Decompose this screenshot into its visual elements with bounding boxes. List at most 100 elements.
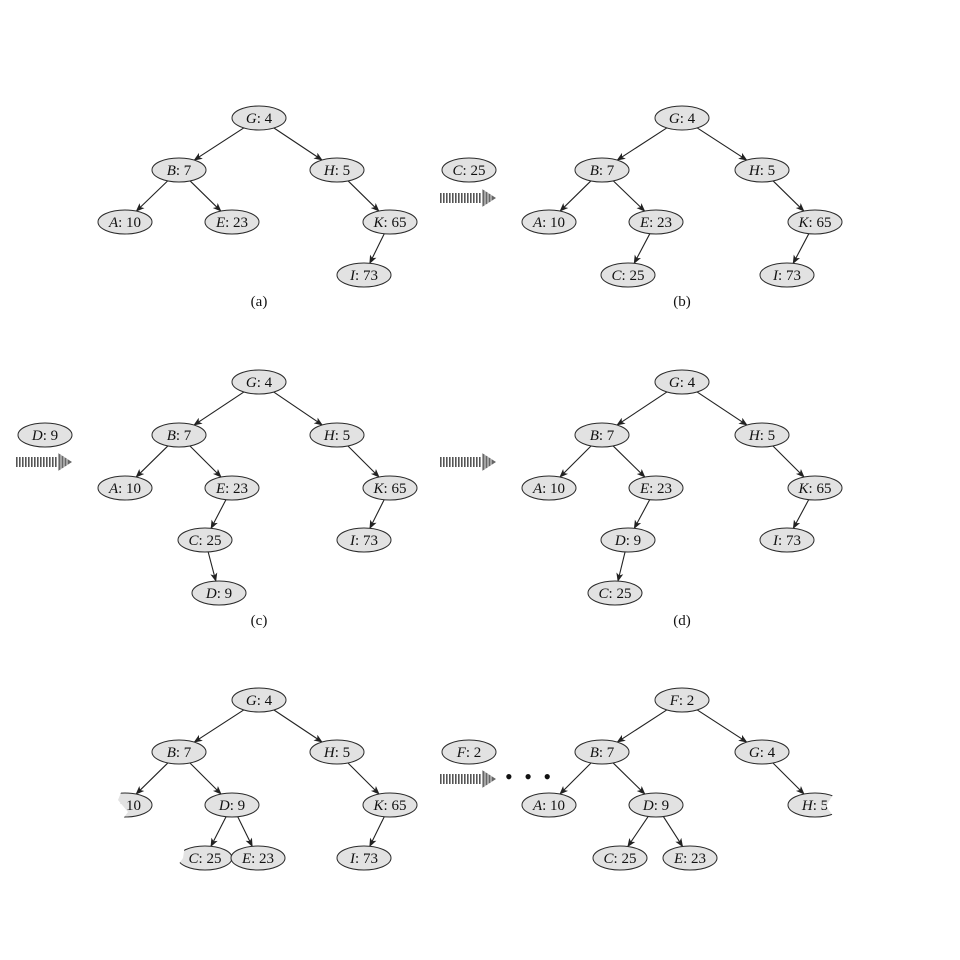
edge-f-D-C [627,816,649,848]
node-f-D: D: 9 [628,792,684,818]
node-c-D-ellipse [191,580,247,606]
node-b-I-label: I: 73 [772,268,801,284]
node-a-E-ellipse [204,209,260,235]
edge-d-E-D [633,499,651,530]
node-c-B-label: B: 7 [167,428,192,444]
node-b-A-label: A: 10 [532,215,565,231]
node-b-H-label: H: 5 [748,163,775,179]
node-e-I-ellipse [336,845,392,871]
edge-e-B-A [135,762,169,795]
node-f-A-label: A: 10 [532,798,565,814]
node-b-C: C: 25 [600,262,656,288]
node-d-K: K: 65 [787,475,843,501]
node-d-E-ellipse [628,475,684,501]
node-e-G-label: G: 4 [246,693,273,709]
node-e-E-label: E: 23 [241,851,274,867]
node-b-C-ellipse [600,262,656,288]
node-a-B-ellipse [151,157,207,183]
node-b-E: E: 23 [628,209,684,235]
node-a-K-label: K: 65 [373,215,407,231]
node-f-A: A: 10 [521,792,577,818]
caption-c: (c) [251,613,268,629]
node-d-C-label: C: 25 [599,586,632,602]
insert-key-f-label: F: 2 [456,745,482,761]
node-e-K-label: K: 65 [373,798,407,814]
node-c-G-label: G: 4 [246,375,273,391]
edge-f-B-D [612,762,646,795]
node-b-E-label: E: 23 [639,215,672,231]
node-a-G: G: 4 [231,105,287,131]
insert-key-c-ellipse [17,422,73,448]
node-f-G-label: G: 4 [749,745,776,761]
node-b-G: G: 4 [654,105,710,131]
edge-c-C-D [207,551,218,582]
node-a-K: K: 65 [362,209,418,235]
node-d-G-label: G: 4 [669,375,696,391]
insert-key-f-ellipse [441,739,497,765]
node-a-H: H: 5 [309,157,365,183]
edge-f-D-E [662,816,684,848]
edge-d-K-I [792,499,810,530]
node-c-H: H: 5 [309,422,365,448]
node-a-E-label: E: 23 [215,215,248,231]
insert-key-f: F: 2 [441,739,497,765]
node-e-D: D: 9 [204,792,260,818]
node-b-H: H: 5 [734,157,790,183]
edge-e-K-I [369,816,385,848]
node-c-G-ellipse [231,369,287,395]
insert-key-b-ellipse [441,157,497,183]
node-d-A: A: 10 [521,475,577,501]
node-d-E: E: 23 [628,475,684,501]
insert-key-b-label: C: 25 [453,163,486,179]
edge-c-B-E [189,445,222,478]
node-b-A-ellipse [521,209,577,235]
edge-e-H-K [347,762,380,795]
node-b-I-ellipse [759,262,815,288]
node-c-K: K: 65 [362,475,418,501]
node-b-A: A: 10 [521,209,577,235]
node-c-C: C: 25 [177,527,233,553]
insert-arrow-c [16,453,72,471]
node-c-K-label: K: 65 [373,481,407,497]
node-c-I-ellipse [336,527,392,553]
node-d-G-ellipse [654,369,710,395]
node-e-K: K: 65 [362,792,418,818]
edge-a-G-B [193,127,245,161]
node-f-E-label: E: 23 [673,851,706,867]
node-c-K-ellipse [362,475,418,501]
node-d-H-ellipse [734,422,790,448]
node-f-E-ellipse [662,845,718,871]
caption-a: (a) [251,294,268,310]
node-d-D: D: 9 [600,527,656,553]
node-f-C: C: 25 [592,845,648,871]
node-b-E-ellipse [628,209,684,235]
edge-c-K-I [369,499,385,530]
node-e-C-label: C: 25 [189,851,222,867]
edge-b-G-B [616,127,668,161]
node-f-E: E: 23 [662,845,718,871]
node-c-C-ellipse [177,527,233,553]
node-d-B: B: 7 [574,422,630,448]
node-c-E-label: E: 23 [215,481,248,497]
node-d-C-ellipse [587,580,643,606]
edge-d-G-H [696,391,748,426]
node-d-A-label: A: 10 [532,481,565,497]
node-f-D-ellipse [628,792,684,818]
node-c-D-label: D: 9 [205,586,232,602]
node-a-E: E: 23 [204,209,260,235]
node-e-H-label: H: 5 [323,745,350,761]
caption-d: (d) [673,613,691,629]
node-d-G: G: 4 [654,369,710,395]
node-d-E-label: E: 23 [639,481,672,497]
edge-d-B-A [559,445,592,478]
node-d-I: I: 73 [759,527,815,553]
node-d-I-ellipse [759,527,815,553]
edge-e-D-C [210,816,227,848]
node-f-H: H: 5 [787,792,836,818]
node-f-A-ellipse [521,792,577,818]
node-d-B-label: B: 7 [590,428,615,444]
node-c-H-ellipse [309,422,365,448]
node-a-A: A: 10 [97,209,153,235]
node-f-G-ellipse [734,739,790,765]
